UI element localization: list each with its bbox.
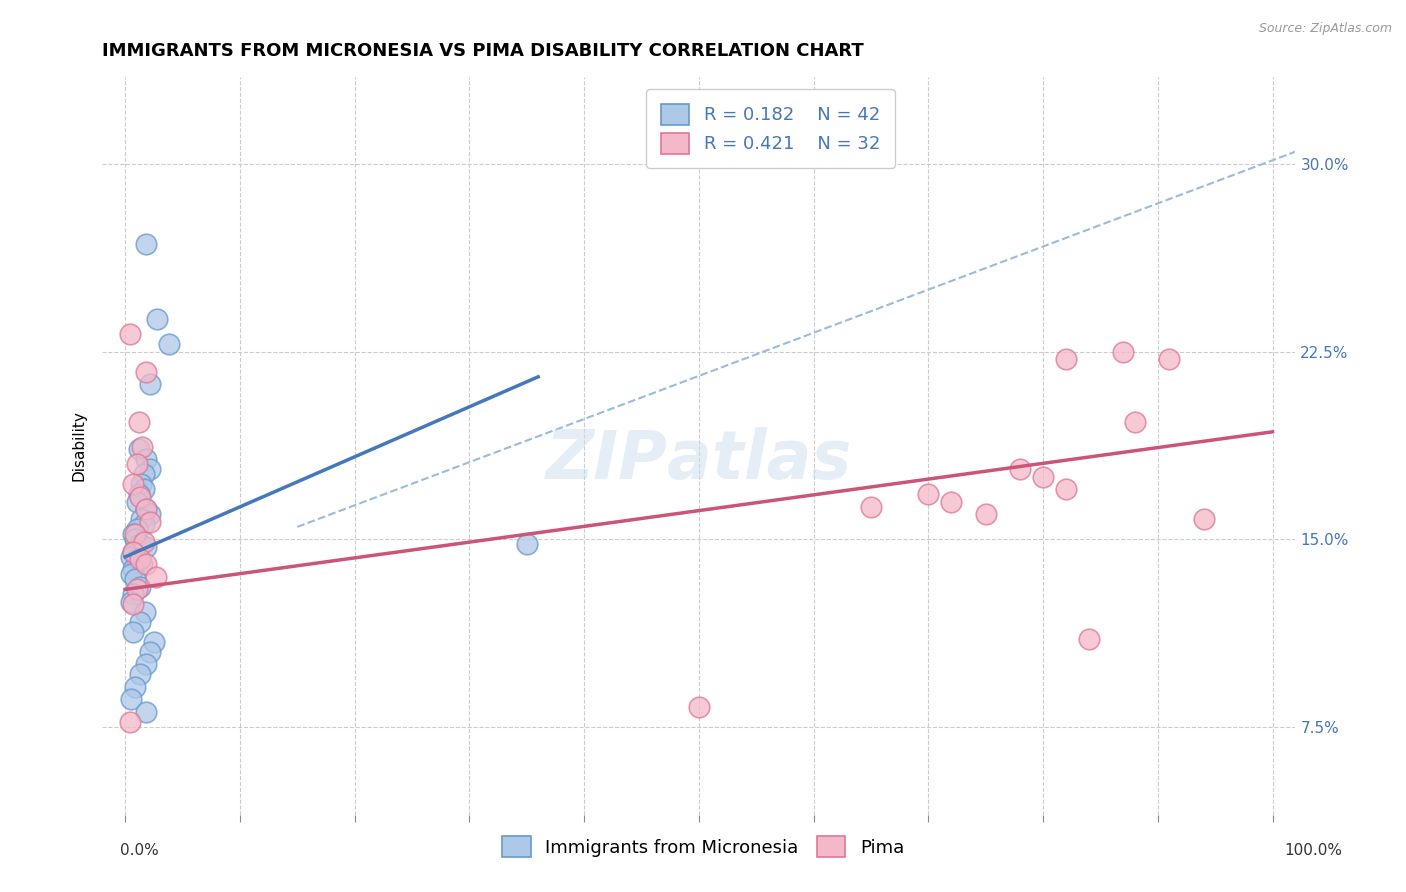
Point [139, 508, 162, 522]
Point [516, 537, 538, 551]
Point [1010, 462, 1032, 476]
Point [1032, 470, 1054, 484]
Point [120, 549, 142, 564]
Point [157, 337, 180, 351]
Point [135, 540, 157, 554]
Point [124, 680, 146, 694]
Point [135, 237, 157, 252]
Point [139, 377, 162, 392]
Point [135, 705, 157, 719]
Point [142, 635, 165, 649]
Point [118, 714, 141, 729]
Point [1054, 352, 1077, 367]
Point [128, 415, 150, 429]
Point [135, 657, 157, 672]
Point [974, 508, 997, 522]
Point [1123, 415, 1146, 429]
Point [118, 327, 141, 342]
Point [129, 580, 152, 594]
Point [120, 567, 142, 582]
Point [688, 700, 710, 714]
Point [1159, 352, 1181, 367]
Point [122, 527, 145, 541]
Point [125, 522, 148, 536]
Point [132, 534, 155, 549]
Point [135, 365, 157, 379]
Point [129, 615, 152, 629]
Point [134, 605, 156, 619]
Point [122, 598, 145, 612]
Point [122, 545, 145, 559]
Point [122, 562, 145, 576]
Point [132, 483, 155, 497]
Text: Source: ZipAtlas.com: Source: ZipAtlas.com [1258, 22, 1392, 36]
Point [122, 587, 145, 601]
Point [129, 512, 152, 526]
Point [128, 487, 150, 501]
Point [129, 552, 152, 566]
Point [129, 490, 152, 504]
Point [122, 477, 145, 491]
Point [122, 624, 145, 639]
Point [139, 515, 162, 529]
Point [139, 462, 162, 476]
Point [124, 527, 146, 541]
Point [129, 537, 152, 551]
Point [122, 545, 145, 559]
Point [129, 667, 152, 681]
Point [125, 458, 148, 472]
Point [135, 558, 157, 572]
Point [1192, 512, 1215, 526]
Text: 0.0%: 0.0% [120, 843, 159, 858]
Y-axis label: Disability: Disability [72, 410, 86, 481]
Point [139, 645, 162, 659]
Point [131, 440, 153, 454]
Legend: Immigrants from Micronesia, Pima: Immigrants from Micronesia, Pima [489, 823, 917, 870]
Legend: R = 0.182    N = 42, R = 0.421    N = 32: R = 0.182 N = 42, R = 0.421 N = 32 [647, 89, 894, 168]
Point [135, 502, 157, 516]
Point [120, 692, 142, 706]
Point [1112, 344, 1135, 359]
Text: 100.0%: 100.0% [1285, 843, 1343, 858]
Point [129, 477, 152, 491]
Point [124, 533, 146, 547]
Point [1077, 632, 1099, 647]
Point [124, 573, 146, 587]
Point [131, 558, 153, 572]
Point [125, 495, 148, 509]
Point [146, 312, 169, 326]
Point [125, 582, 148, 597]
Point [132, 467, 155, 482]
Point [917, 487, 939, 501]
Point [132, 517, 155, 532]
Point [941, 495, 963, 509]
Point [125, 552, 148, 566]
Point [135, 502, 157, 516]
Point [120, 595, 142, 609]
Text: ZIP​atlas: ZIP​atlas [546, 427, 852, 493]
Point [859, 500, 882, 514]
Point [145, 570, 167, 584]
Point [128, 442, 150, 457]
Text: IMMIGRANTS FROM MICRONESIA VS PIMA DISABILITY CORRELATION CHART: IMMIGRANTS FROM MICRONESIA VS PIMA DISAB… [103, 42, 863, 60]
Point [135, 452, 157, 467]
Point [1054, 483, 1077, 497]
